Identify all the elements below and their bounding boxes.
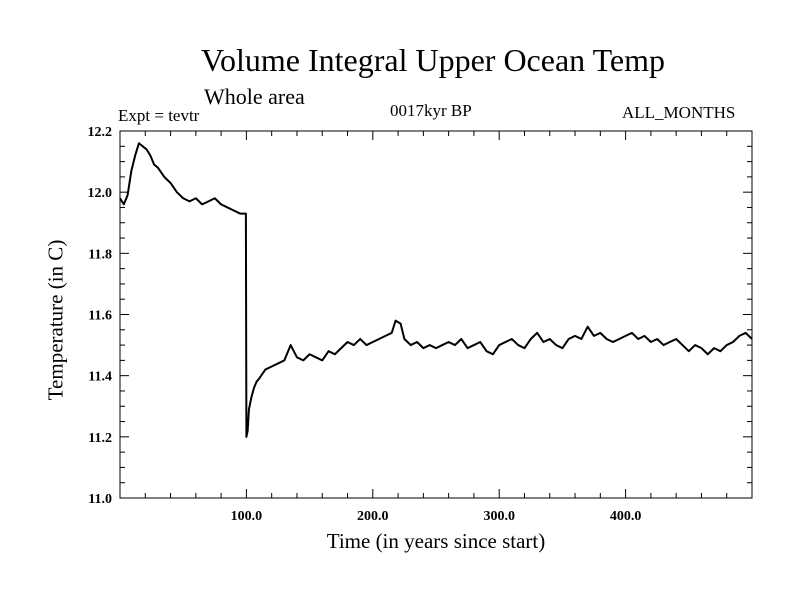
y-tick-label: 11.6 [88, 309, 112, 324]
plot-frame [119, 130, 753, 499]
x-tick-labels: 100.0 200.0 300.0 400.0 [231, 509, 642, 524]
series-line [119, 142, 753, 438]
period-label: 0017kyr BP [390, 101, 472, 120]
months-label: ALL_MONTHS [622, 103, 736, 122]
x-tick-label: 100.0 [231, 509, 263, 524]
chart-subtitle: Whole area [204, 84, 305, 109]
y-tick-label: 11.4 [88, 370, 112, 385]
y-tick-label: 11.0 [88, 492, 112, 507]
y-tick-label: 11.2 [88, 431, 112, 446]
y-tick-labels: 11.0 11.2 11.4 11.6 11.8 12.0 12.2 [88, 125, 113, 507]
tick-marks [120, 131, 752, 498]
chart-title: Volume Integral Upper Ocean Temp [201, 42, 665, 78]
x-tick-label: 200.0 [357, 509, 389, 524]
y-tick-label: 11.8 [88, 247, 112, 262]
x-tick-label: 300.0 [483, 509, 515, 524]
y-tick-label: 12.0 [88, 186, 113, 201]
y-tick-label: 12.2 [88, 125, 113, 140]
x-axis-label: Time (in years since start) [326, 529, 546, 553]
experiment-label: Expt = tevtr [118, 106, 200, 125]
x-tick-label: 400.0 [610, 509, 642, 524]
